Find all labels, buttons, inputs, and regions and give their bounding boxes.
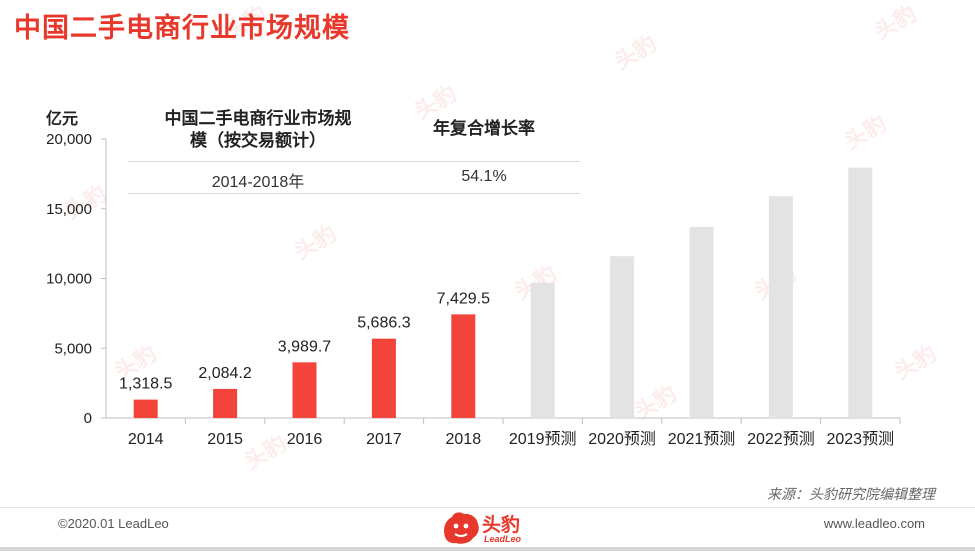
summary-cagr-value: 54.1% <box>461 168 507 185</box>
page-title: 中国二手电商行业市场规模 <box>14 13 350 44</box>
x-tick-label: 2021预测 <box>668 430 736 448</box>
bottom-bar <box>0 547 975 551</box>
value-label: 5,686.3 <box>357 315 410 332</box>
footer-divider <box>0 507 975 508</box>
bar-2021预测 <box>689 226 714 418</box>
value-labels: 1,318.5 2,084.2 3,989.7 5,686.3 7,429.5 <box>119 290 490 392</box>
bar-2015 <box>213 388 238 418</box>
summary-period: 2014-2018年 <box>211 174 305 191</box>
summary-header-cagr: 年复合增长率 <box>433 119 535 139</box>
watermark-layer: 头豹头豹头豹头豹头豹头豹头豹头豹头豹头豹头豹头豹头豹 <box>60 1 941 475</box>
y-tick-label: 15,000 <box>46 201 92 218</box>
y-axis-unit-label: 亿元 <box>46 109 78 128</box>
source-note: 来源：头豹研究院编辑整理 <box>767 487 935 503</box>
bar-2019预测 <box>530 282 555 418</box>
bar-2018 <box>451 314 476 418</box>
watermark-text: 头豹 <box>240 431 291 475</box>
bar-2020预测 <box>610 256 635 418</box>
summary-header-metric-line1: 中国二手电商行业市场规 <box>164 109 352 129</box>
bar-2017 <box>371 338 396 418</box>
x-tick-label: 2020预测 <box>588 430 656 448</box>
watermark-text: 头豹 <box>890 341 941 385</box>
copyright-text: ©2020.01 LeadLeo <box>58 516 169 531</box>
value-label: 2,084.2 <box>198 365 251 382</box>
x-tick-label: 2015 <box>207 431 243 448</box>
summary-divider-bottom <box>128 193 580 194</box>
logo-chinese-text: 头豹 <box>482 514 521 536</box>
watermark-text: 头豹 <box>870 1 921 45</box>
y-tick-label: 5,000 <box>54 340 92 357</box>
x-tick-label: 2023预测 <box>826 430 894 448</box>
leopard-head-icon <box>444 512 479 544</box>
x-tick-label: 2019预测 <box>509 430 577 448</box>
watermark-text: 头豹 <box>220 1 271 45</box>
value-label: 7,429.5 <box>437 290 490 307</box>
x-tick-label: 2017 <box>366 431 402 448</box>
x-tick-label: 2016 <box>287 431 323 448</box>
watermark-text: 头豹 <box>610 31 661 75</box>
value-label: 3,989.7 <box>278 338 331 355</box>
summary-divider-top <box>128 161 580 162</box>
y-tick-label: 0 <box>84 410 92 427</box>
summary-header-metric-line2: 模（按交易额计） <box>190 131 326 151</box>
x-tick-label: 2022预测 <box>747 430 815 448</box>
website-url: www.leadleo.com <box>823 516 925 531</box>
x-tick-label: 2018 <box>446 431 482 448</box>
y-tick-label: 10,000 <box>46 271 92 288</box>
bar-2016 <box>292 362 317 418</box>
watermark-text: 头豹 <box>290 221 341 265</box>
watermark-text: 头豹 <box>840 111 891 155</box>
y-tick-label: 20,000 <box>46 131 92 148</box>
y-axis-ticks: 0 5,000 10,000 15,000 20,000 <box>46 131 106 427</box>
bar-2022预测 <box>768 196 793 418</box>
leadleo-logo: 头豹 LeadLeo <box>440 508 550 548</box>
bars <box>133 167 873 418</box>
summary-header-metric: 中国二手电商行业市场规 模（按交易额计） <box>128 108 388 152</box>
logo-english-text: LeadLeo <box>484 534 522 544</box>
value-label: 1,318.5 <box>119 376 172 393</box>
bar-2014 <box>133 399 158 418</box>
x-tick-label: 2014 <box>128 431 164 448</box>
bar-2023预测 <box>848 167 873 418</box>
x-axis-ticks: 2014 2015 2016 2017 2018 2019预测 2020预测 2021预测 20… <box>128 418 901 448</box>
